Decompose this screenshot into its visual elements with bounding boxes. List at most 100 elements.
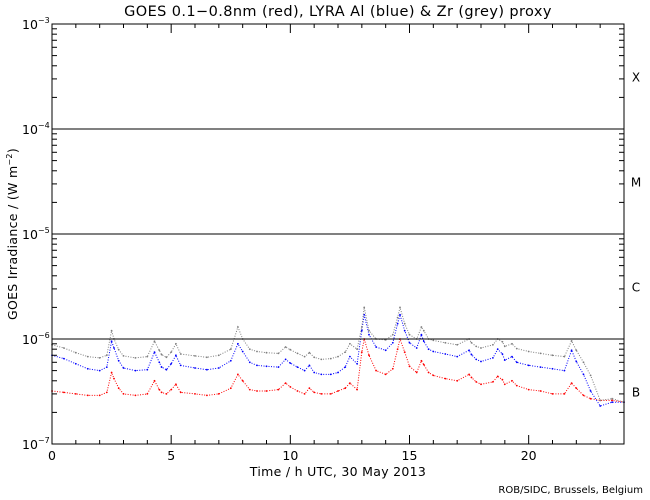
data-point — [284, 346, 287, 348]
data-point — [391, 341, 394, 344]
data-point — [74, 393, 77, 395]
data-point — [611, 397, 613, 400]
data-point — [403, 322, 406, 325]
y-tick-label: 10−5 — [22, 226, 50, 242]
y-axis-label-text: GOES Irradiance / (W m — [5, 166, 20, 320]
data-point — [134, 369, 137, 372]
data-point — [256, 350, 258, 353]
data-point — [396, 348, 399, 351]
flare-class-label: C — [632, 281, 640, 295]
data-point — [611, 399, 613, 402]
data-point — [384, 349, 387, 352]
data-point — [179, 364, 182, 367]
data-point — [63, 347, 65, 349]
data-point — [146, 393, 149, 395]
y-tick-label: 10−7 — [22, 436, 50, 452]
data-point — [313, 391, 316, 394]
data-point — [179, 353, 182, 355]
data-point — [217, 393, 220, 395]
data-point — [237, 326, 239, 328]
data-point — [570, 382, 573, 384]
data-point — [344, 351, 347, 353]
data-point — [229, 348, 232, 351]
data-point — [329, 357, 332, 360]
data-point — [122, 367, 125, 369]
series-zr — [51, 305, 625, 404]
data-point — [105, 366, 108, 368]
data-point — [160, 353, 163, 356]
data-point — [134, 357, 137, 359]
data-point — [582, 361, 585, 364]
data-point — [206, 368, 208, 371]
data-point — [296, 390, 299, 392]
data-point — [194, 355, 196, 357]
y-tick-label: 10−6 — [22, 331, 50, 347]
data-point — [415, 371, 418, 374]
y-tick-base: 10 — [22, 437, 38, 452]
y-axis-label: GOES Irradiance / (W m−2) — [5, 148, 20, 320]
data-point — [179, 391, 182, 394]
data-point — [492, 357, 494, 359]
data-point — [420, 326, 423, 328]
data-point — [403, 351, 406, 353]
data-point — [444, 341, 447, 344]
data-point — [289, 362, 292, 364]
data-point — [475, 358, 478, 361]
data-point — [229, 387, 232, 390]
data-point — [501, 378, 504, 381]
data-point — [113, 347, 115, 349]
data-point — [539, 390, 542, 392]
data-point — [296, 352, 299, 355]
data-point — [337, 390, 339, 392]
y-tick-exponent: −4 — [38, 121, 50, 130]
data-point — [563, 393, 566, 395]
data-point — [296, 366, 299, 368]
x-tick-label: 15 — [402, 448, 418, 463]
data-point — [117, 359, 120, 362]
data-point — [551, 393, 554, 395]
data-point — [158, 349, 161, 352]
data-point — [396, 316, 399, 319]
data-point — [308, 387, 311, 390]
data-point — [265, 351, 268, 354]
data-point — [153, 340, 156, 343]
data-point — [356, 348, 358, 351]
data-point — [527, 364, 530, 367]
data-point — [480, 383, 482, 386]
y-axis-label-suffix: ) — [5, 148, 20, 153]
data-point — [501, 353, 504, 355]
data-point — [170, 351, 173, 353]
data-point — [503, 359, 506, 361]
chart-title: GOES 0.1−0.8nm (red), LYRA Al (blue) & Z… — [124, 4, 552, 20]
data-point — [146, 355, 149, 358]
data-point — [611, 401, 613, 404]
data-point — [289, 348, 292, 351]
data-point — [551, 367, 554, 370]
flare-class-label: B — [632, 386, 640, 400]
data-point — [153, 379, 156, 382]
data-point — [206, 356, 208, 359]
data-point — [320, 393, 323, 395]
data-point — [375, 346, 377, 348]
data-point — [456, 343, 459, 346]
data-point — [403, 329, 406, 332]
data-point — [432, 374, 435, 377]
data-point — [303, 355, 306, 358]
data-point — [408, 365, 411, 368]
data-point — [599, 405, 602, 407]
data-point — [391, 333, 394, 336]
data-point — [511, 379, 513, 382]
data-point — [470, 353, 473, 356]
data-point — [277, 388, 280, 391]
data-point — [248, 388, 251, 391]
data-point — [289, 386, 292, 388]
data-point — [470, 376, 473, 379]
data-point — [539, 366, 542, 368]
data-point — [175, 383, 177, 386]
data-point — [563, 355, 566, 358]
data-point — [360, 351, 363, 353]
data-point — [575, 387, 578, 390]
y-axis-label-superscript: −2 — [5, 153, 14, 165]
data-point — [368, 329, 370, 332]
data-point — [320, 358, 323, 361]
